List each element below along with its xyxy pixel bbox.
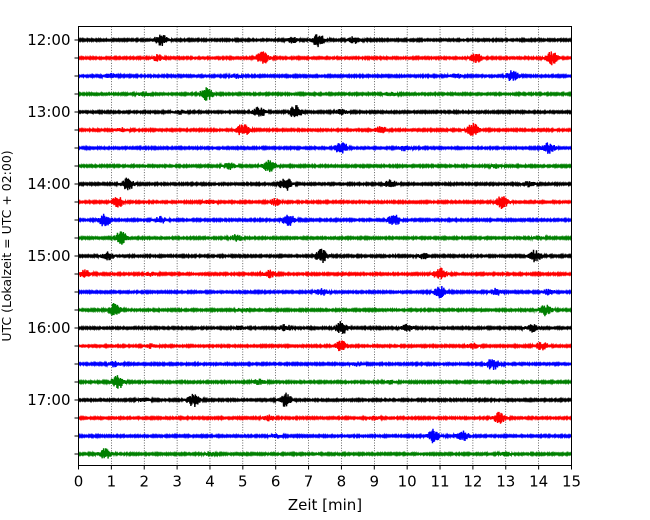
x-tick-label: 10	[398, 473, 417, 491]
y-tick-label: 15:00	[27, 247, 70, 265]
x-axis-ticks: 0 1 2 3 4 5 6 7 8 9 10 11 12 13 14 15	[74, 465, 581, 491]
trace-line-1615	[77, 340, 573, 352]
x-tick-label: 8	[337, 473, 347, 491]
trace-line-1530	[77, 285, 573, 299]
x-tick-label: 11	[430, 473, 449, 491]
trace-line-1600	[77, 321, 573, 334]
trace-line-1430	[77, 213, 573, 227]
trace-line-1545	[77, 302, 573, 317]
trace-line-1245	[77, 87, 573, 101]
trace-series	[77, 34, 573, 459]
trace-line-1445	[77, 231, 573, 245]
trace-line-1515	[77, 267, 573, 280]
y-tick-label: 12:00	[27, 31, 70, 49]
trace-line-1215	[77, 51, 573, 66]
x-tick-label: 9	[370, 473, 380, 491]
trace-line-1415	[77, 196, 573, 210]
y-tick-label: 14:00	[27, 175, 70, 193]
trace-line-1345	[77, 159, 573, 173]
x-tick-label: 14	[529, 473, 548, 491]
y-tick-label: 16:00	[27, 319, 70, 337]
y-tick-label: 17:00	[27, 391, 70, 409]
x-tick-label: 6	[271, 473, 281, 491]
x-tick-label: 4	[205, 473, 215, 491]
x-tick-label: 5	[238, 473, 248, 491]
trace-line-1230	[77, 70, 573, 81]
trace-line-1630	[77, 359, 573, 371]
x-tick-label: 12	[463, 473, 482, 491]
x-tick-label: 3	[172, 473, 182, 491]
trace-line-1645	[77, 375, 573, 389]
trace-line-1730	[77, 428, 573, 444]
x-axis-label: Zeit [min]	[288, 496, 362, 514]
y-tick-label: 13:00	[27, 103, 70, 121]
x-tick-label: 0	[74, 473, 84, 491]
trace-line-1715	[77, 411, 573, 424]
trace-line-1330	[77, 142, 573, 154]
trace-line-1300	[77, 105, 573, 118]
trace-line-1200	[77, 34, 573, 48]
y-axis-label: UTC (Lokalzeit = UTC + 02:00)	[0, 150, 14, 341]
x-tick-label: 15	[562, 473, 581, 491]
trace-line-1315	[77, 122, 573, 136]
x-tick-label: 1	[107, 473, 117, 491]
plot-frame	[78, 26, 572, 466]
x-tick-label: 7	[304, 473, 314, 491]
trace-line-1745	[77, 448, 573, 459]
trace-line-1400	[77, 177, 573, 191]
x-tick-label: 13	[496, 473, 515, 491]
trace-line-1700	[77, 392, 573, 407]
trace-line-1500	[77, 248, 573, 264]
y-axis-ticks: 12:00 13:00 14:00 15:00 16:00 17:00	[27, 31, 79, 455]
x-tick-label: 2	[139, 473, 149, 491]
